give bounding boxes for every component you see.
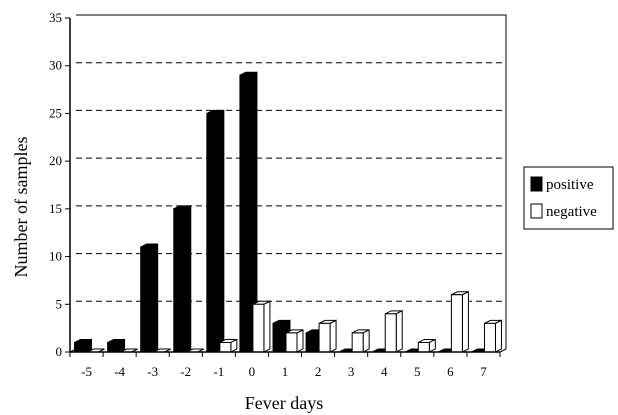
bar-front-face bbox=[285, 332, 298, 353]
bar-front-face bbox=[74, 341, 87, 353]
bar-negative-2 bbox=[318, 319, 337, 353]
bar-front-face bbox=[351, 332, 364, 353]
bar-front-face bbox=[206, 112, 219, 353]
bar-front-face bbox=[417, 341, 430, 353]
floor-right-edge bbox=[499, 348, 507, 353]
y-tick-label: 20 bbox=[49, 153, 62, 168]
y-axis-title: Number of samples bbox=[11, 137, 31, 278]
y-tick-label: 15 bbox=[49, 201, 62, 216]
bar-negative-7 bbox=[483, 319, 502, 353]
x-tick-label: -5 bbox=[81, 364, 92, 379]
x-tick-label: 1 bbox=[282, 364, 289, 379]
bar-side-face bbox=[184, 205, 192, 353]
bar-front-face bbox=[107, 341, 120, 353]
bar-negative-5 bbox=[417, 338, 436, 353]
y-tick-label: 35 bbox=[49, 10, 62, 25]
y-tick-labels: 0 5 10 15 20 25 30 35 bbox=[49, 10, 62, 359]
x-tick-labels: -5 -4 -3 -2 -1 0 1 2 3 4 5 6 7 bbox=[81, 364, 487, 379]
bar-side-face bbox=[329, 319, 337, 353]
bar-side-face bbox=[395, 310, 403, 353]
bar-negative-1 bbox=[285, 329, 304, 353]
bar-positive--1 bbox=[206, 109, 225, 353]
bar-negative--1 bbox=[219, 338, 238, 353]
x-tick-label: 7 bbox=[480, 364, 487, 379]
bar-side-face bbox=[151, 243, 159, 353]
bar-side-face bbox=[494, 319, 502, 353]
x-tick-label: 2 bbox=[315, 364, 322, 379]
x-tick-label: -3 bbox=[147, 364, 158, 379]
bar-front-face bbox=[318, 322, 331, 353]
bar-side-face bbox=[362, 329, 370, 353]
y-tick-label: 5 bbox=[56, 296, 63, 311]
bar-front-face bbox=[305, 332, 318, 353]
bar-front-face bbox=[140, 246, 153, 353]
bar-positive--2 bbox=[173, 205, 192, 353]
bar-negative-3 bbox=[351, 329, 370, 353]
legend-label-positive: positive bbox=[546, 177, 594, 193]
x-tick-label: -4 bbox=[114, 364, 125, 379]
bar-front-face bbox=[384, 313, 397, 353]
y-tick-label: 10 bbox=[49, 249, 62, 264]
bar-negative-6 bbox=[450, 290, 469, 353]
bar-side-face bbox=[217, 109, 225, 353]
bar-front-face bbox=[272, 322, 285, 353]
x-axis-title: Fever days bbox=[245, 393, 323, 413]
bar-negative-4 bbox=[384, 310, 403, 353]
legend-swatch-negative bbox=[530, 203, 543, 219]
legend-swatch-positive bbox=[530, 176, 543, 192]
x-tick-label: 3 bbox=[348, 364, 355, 379]
legend: positive negative bbox=[523, 166, 614, 230]
y-tick-label: 30 bbox=[49, 58, 62, 73]
x-tick-label: -1 bbox=[213, 364, 224, 379]
bar-front-face bbox=[483, 322, 496, 353]
x-tick-label: 0 bbox=[249, 364, 256, 379]
bar-front-face bbox=[239, 74, 252, 353]
bar-negative-0 bbox=[252, 300, 271, 353]
plot-back-wall bbox=[76, 14, 507, 349]
bars bbox=[74, 71, 502, 353]
bar-front-face bbox=[219, 341, 232, 353]
x-tick-label: 6 bbox=[447, 364, 454, 379]
bar-positive--4 bbox=[107, 338, 126, 353]
bar-side-face bbox=[296, 329, 304, 353]
bar-side-face bbox=[263, 300, 271, 353]
bar-front-face bbox=[252, 303, 265, 353]
axes bbox=[65, 17, 501, 357]
bar-positive--3 bbox=[140, 243, 159, 353]
x-tick-label: -2 bbox=[180, 364, 191, 379]
bar-side-face bbox=[461, 290, 469, 353]
x-tick-label: 5 bbox=[414, 364, 421, 379]
x-tick-label: 4 bbox=[381, 364, 388, 379]
legend-label-negative: negative bbox=[546, 204, 597, 220]
bar-front-face bbox=[173, 208, 186, 353]
y-tick-label: 25 bbox=[49, 105, 62, 120]
y-tick-label: 0 bbox=[56, 344, 63, 359]
bar-front-face bbox=[450, 294, 463, 353]
bar-positive--5 bbox=[74, 338, 93, 353]
